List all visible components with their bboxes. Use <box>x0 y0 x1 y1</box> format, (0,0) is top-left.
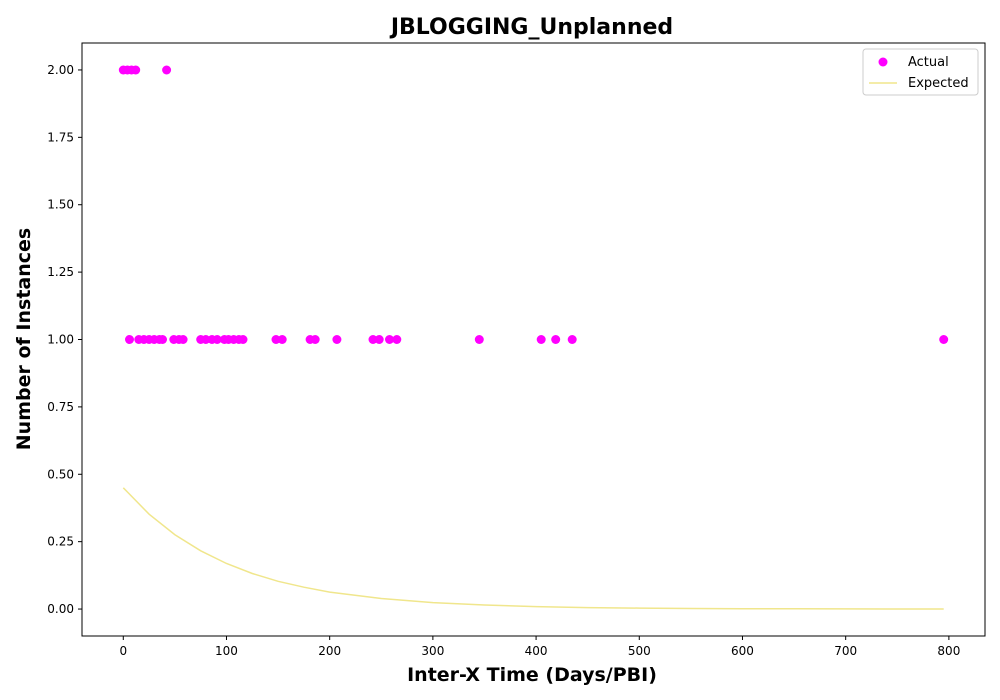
actual-point <box>162 65 172 75</box>
y-tick-label: 0.50 <box>47 467 74 481</box>
y-tick-label: 1.50 <box>47 198 74 212</box>
actual-point <box>551 335 561 344</box>
y-axis-title: Number of Instances <box>13 228 35 450</box>
actual-point <box>238 335 248 344</box>
x-axis-title: Inter-X Time (Days/PBI) <box>407 664 657 686</box>
actual-point <box>201 335 211 344</box>
actual-point <box>310 335 320 344</box>
x-tick-label: 800 <box>937 644 960 658</box>
axes: 0 100 200 300 400 500 600 700 800 0.00 0.25 0.50 0.7… <box>47 42 986 658</box>
x-tick-label: 100 <box>215 644 238 658</box>
actual-point <box>277 335 287 344</box>
actual-point <box>212 335 222 344</box>
x-tick-label: 600 <box>731 644 754 658</box>
legend: Actual Expected <box>862 48 979 96</box>
actual-point <box>271 335 281 344</box>
x-tick-label: 0 <box>119 644 127 658</box>
actual-point <box>332 335 342 344</box>
actual-point <box>392 335 402 344</box>
actual-point <box>178 335 188 344</box>
x-tick-label: 400 <box>525 644 548 658</box>
x-tick-label: 200 <box>318 644 341 658</box>
legend-label: Actual <box>908 55 949 70</box>
legend-label: Expected <box>908 76 969 91</box>
y-tick-label: 2.00 <box>47 63 74 77</box>
actual-point <box>158 335 167 344</box>
actual-point <box>385 335 394 344</box>
actual-point <box>536 335 546 344</box>
legend-actual-swatch <box>878 57 888 67</box>
actual-point <box>374 335 384 344</box>
y-tick-label: 0.75 <box>47 400 74 414</box>
x-tick-label: 700 <box>834 644 857 658</box>
y-tick-label: 1.25 <box>47 265 74 279</box>
y-tick-label: 0.25 <box>47 535 74 549</box>
expected-line <box>122 487 944 610</box>
y-tick-label: 0.00 <box>47 602 74 616</box>
actual-point <box>939 335 949 344</box>
x-tick-label: 500 <box>628 644 651 658</box>
actual-point <box>368 335 378 344</box>
chart-title: JBLOGGING_Unplanned <box>389 15 673 40</box>
y-tick-label: 1.00 <box>47 333 74 347</box>
actual-point <box>131 65 141 75</box>
actual-point <box>125 335 134 344</box>
actual-point <box>567 335 577 344</box>
actual-point <box>474 335 484 344</box>
y-tick-label: 1.75 <box>47 130 74 144</box>
plot-area <box>118 65 949 610</box>
x-tick-label: 300 <box>421 644 444 658</box>
